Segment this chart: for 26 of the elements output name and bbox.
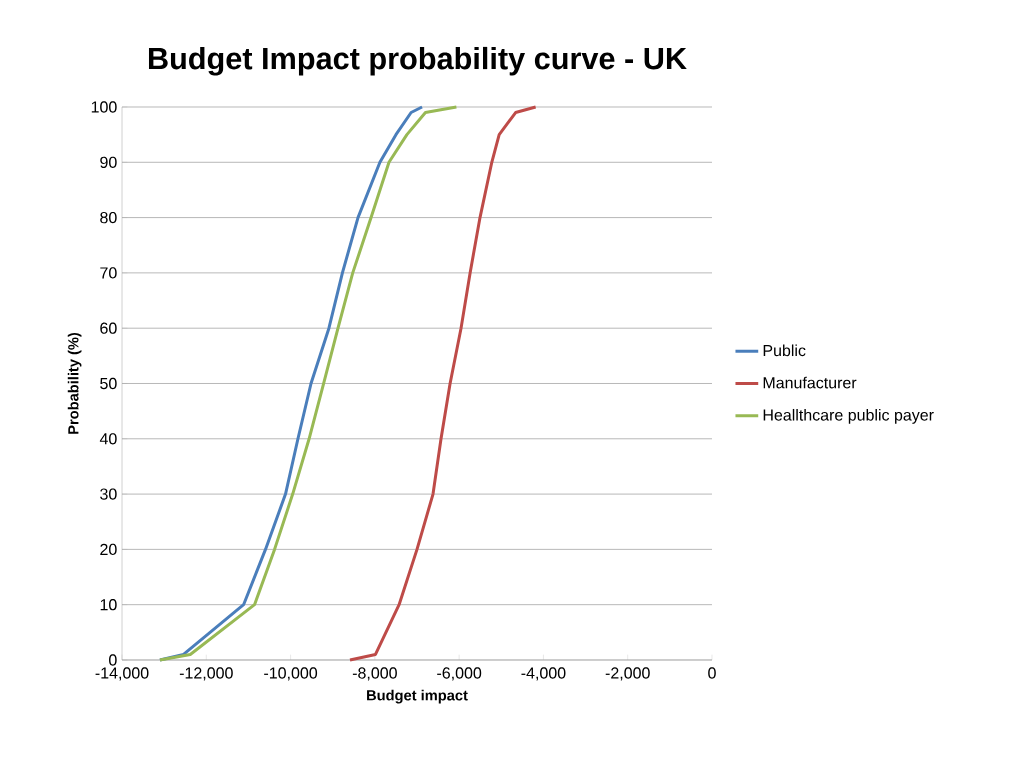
x-axis-title: Budget impact: [367, 689, 468, 704]
y-tick-label: 100: [91, 101, 117, 113]
y-axis-title: Probability (%): [67, 332, 82, 434]
y-tick-label: 30: [100, 488, 117, 500]
x-tick-label: -4,000: [521, 667, 566, 681]
legend-label: Heallthcare public payer: [763, 408, 934, 424]
y-tick-label: 90: [100, 156, 117, 168]
chart-title: Budget Impact probability curve - UK: [148, 46, 687, 76]
x-tick-label: -6,000: [437, 667, 482, 681]
y-tick-label: 10: [100, 599, 117, 611]
y-tick-label: 50: [100, 377, 117, 390]
y-tick-label: 70: [100, 267, 117, 279]
x-tick-label: -8,000: [352, 667, 397, 681]
legend-label: Public: [763, 344, 806, 357]
y-tick-label: 60: [100, 322, 117, 334]
y-tick-label: 0: [109, 654, 117, 666]
y-tick-label: 80: [100, 211, 117, 224]
y-tick-label: 40: [99, 433, 117, 445]
x-tick-label: 0: [708, 667, 716, 679]
x-tick-label: -14,000: [95, 667, 149, 681]
line-series: [348, 105, 538, 662]
x-tick-label: -2,000: [605, 667, 650, 681]
legend-label: Manufacturer: [763, 376, 857, 389]
x-tick-label: -10,000: [264, 667, 318, 681]
x-tick-label: -12,000: [179, 667, 233, 681]
y-tick-label: 20: [100, 543, 117, 556]
